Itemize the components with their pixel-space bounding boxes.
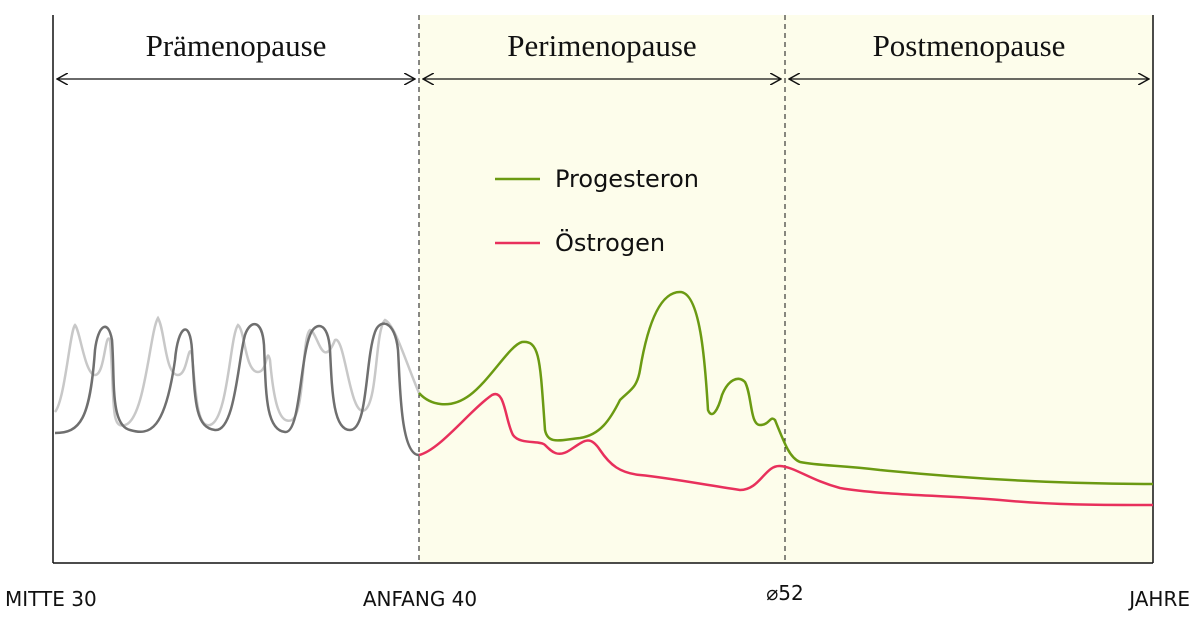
axis-label: ⌀52 bbox=[766, 581, 804, 605]
axis-label: MITTE 30 bbox=[5, 587, 97, 611]
curve-dark bbox=[54, 322, 420, 457]
progesteron-curve bbox=[418, 290, 1154, 486]
legend-label: Progesteron bbox=[555, 165, 699, 193]
oestrogen-curve bbox=[418, 392, 1154, 507]
phase-label: Prämenopause bbox=[146, 28, 327, 63]
background-band bbox=[419, 15, 1153, 563]
curve-light bbox=[53, 315, 421, 427]
axis-label: ANFANG 40 bbox=[363, 587, 477, 611]
axis-label: JAHRE bbox=[1127, 587, 1190, 611]
legend-label: Östrogen bbox=[555, 228, 665, 257]
phase-label: Postmenopause bbox=[873, 28, 1066, 63]
phase-label: Perimenopause bbox=[507, 28, 696, 63]
